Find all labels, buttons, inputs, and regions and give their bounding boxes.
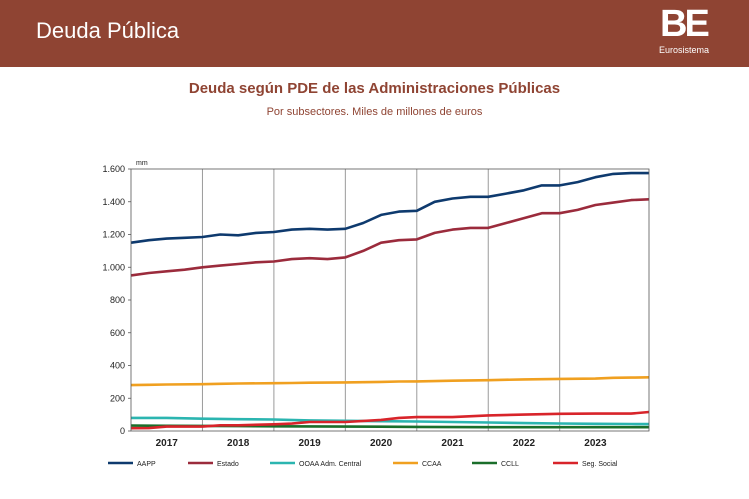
axis-layer: 0 200 400 600 800 1.000 1.200 1.400 1.600 mm 2017 2… <box>102 160 650 449</box>
series-line <box>130 410 650 430</box>
x-year-label: 2020 <box>370 438 393 449</box>
legend-layer: AAPP Estado OOAA Adm. Central CCAA CCLL Seg. … <box>108 461 618 468</box>
x-year-label: 2021 <box>441 438 464 449</box>
series-line <box>130 198 650 277</box>
legend-label: AAPP <box>137 461 156 468</box>
legend-label: CCLL <box>501 461 519 468</box>
y-tick-label: 1.600 <box>102 164 125 174</box>
x-year-label: 2019 <box>298 438 321 449</box>
series-line <box>130 376 650 387</box>
series-line <box>130 171 649 244</box>
logo-subtext: Eurosistema <box>659 45 710 55</box>
x-year-label: 2022 <box>513 438 536 449</box>
plot-frame <box>130 168 650 432</box>
series-layer <box>130 171 650 430</box>
x-year-label: 2023 <box>584 438 607 449</box>
legend-label: CCAA <box>422 461 442 468</box>
y-tick-label: 400 <box>110 361 125 371</box>
chart-subtitle: Por subsectores. Miles de millones de eu… <box>266 106 483 118</box>
y-tick-label: 1.000 <box>102 262 125 272</box>
page-title: Deuda Pública <box>36 18 180 43</box>
chart-title: Deuda según PDE de las Administraciones … <box>188 80 561 97</box>
legend-label: Estado <box>217 461 239 468</box>
legend-label: OOAA Adm. Central <box>299 461 362 468</box>
y-tick-label: 600 <box>110 328 125 338</box>
grid-layer <box>201 169 561 431</box>
header-banner: Deuda Pública BE Eurosistema <box>0 0 749 67</box>
y-tick-label: 1.400 <box>102 197 125 207</box>
series-line <box>131 416 650 426</box>
logo-mark: BE <box>660 3 710 45</box>
y-tick-label: 800 <box>110 295 125 305</box>
y-unit-label: mm <box>136 160 148 167</box>
legend-label: Seg. Social <box>582 461 618 468</box>
y-tick-label: 1.200 <box>102 230 125 240</box>
x-year-label: 2017 <box>156 438 179 449</box>
y-tick-label: 0 <box>120 426 125 436</box>
x-year-label: 2018 <box>227 438 250 449</box>
y-tick-label: 200 <box>110 393 125 403</box>
